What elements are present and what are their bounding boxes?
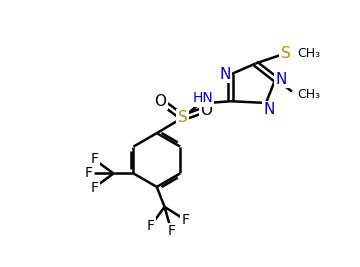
Text: F: F bbox=[167, 224, 175, 238]
Text: F: F bbox=[147, 219, 155, 233]
Text: O: O bbox=[154, 94, 166, 109]
Text: CH₃: CH₃ bbox=[298, 88, 321, 101]
Text: O: O bbox=[201, 103, 212, 118]
Text: F: F bbox=[85, 166, 93, 180]
Text: HN: HN bbox=[192, 92, 213, 105]
Text: S: S bbox=[281, 46, 291, 61]
Text: F: F bbox=[91, 152, 99, 166]
Text: CH₃: CH₃ bbox=[297, 47, 320, 60]
Text: N: N bbox=[276, 72, 287, 87]
Text: N: N bbox=[263, 102, 274, 117]
Text: F: F bbox=[181, 213, 189, 227]
Text: F: F bbox=[91, 181, 99, 195]
Text: N: N bbox=[219, 67, 230, 82]
Text: S: S bbox=[178, 110, 188, 125]
